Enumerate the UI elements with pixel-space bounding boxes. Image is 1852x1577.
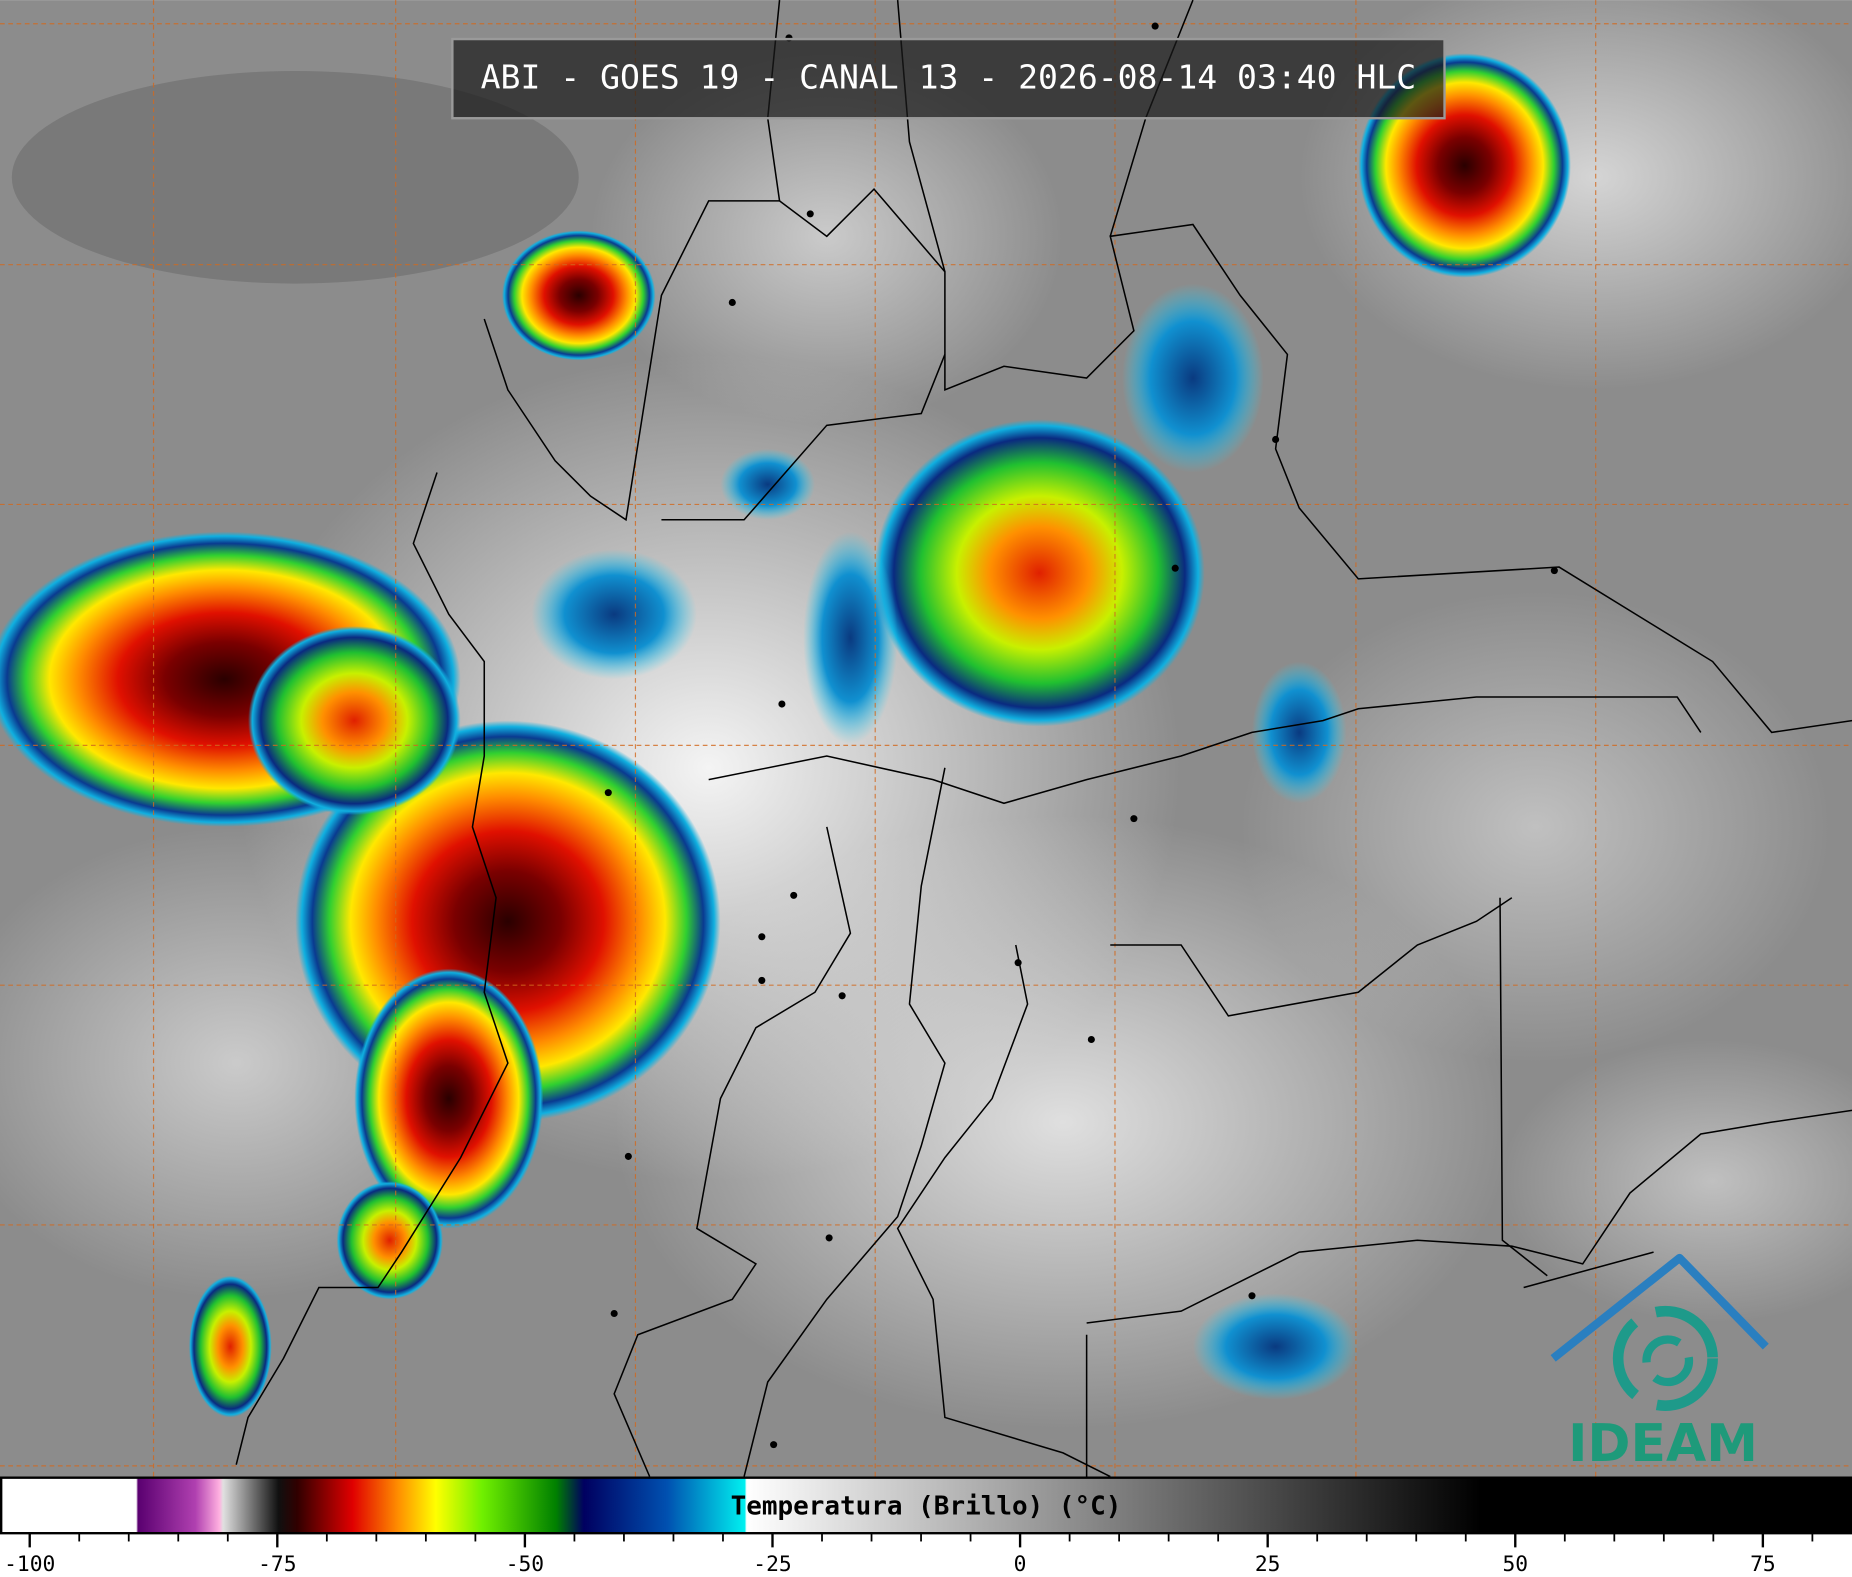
tick-label: -25: [753, 1552, 791, 1577]
lat-lon-grid: [0, 0, 1852, 1477]
tick-label: 50: [1502, 1552, 1528, 1577]
colorbar-label: Temperatura (Brillo) (°C): [731, 1492, 1122, 1522]
title: ABI - GOES 19 - CANAL 13 - 2026-08-14 03…: [481, 58, 1417, 97]
storm-cells: [0, 53, 1571, 1418]
colorbar: [0, 1476, 1852, 1535]
tick-label: 0: [1014, 1552, 1027, 1577]
tick-label: 75: [1750, 1552, 1776, 1577]
colorbar-ticks: -100 -75 -50 -25 0 25 50 75: [4, 1533, 1814, 1577]
tick-label: 25: [1255, 1552, 1281, 1577]
tick-label: -100: [4, 1552, 55, 1577]
tick-label: -75: [258, 1552, 296, 1577]
logo: IDEAM: [1550, 1253, 1769, 1474]
title-box: [451, 37, 1446, 120]
tick-label: -50: [506, 1552, 544, 1577]
city-markers: [604, 22, 1558, 1449]
logo-text: IDEAM: [1568, 1414, 1758, 1474]
political-borders: [235, 0, 1852, 1478]
